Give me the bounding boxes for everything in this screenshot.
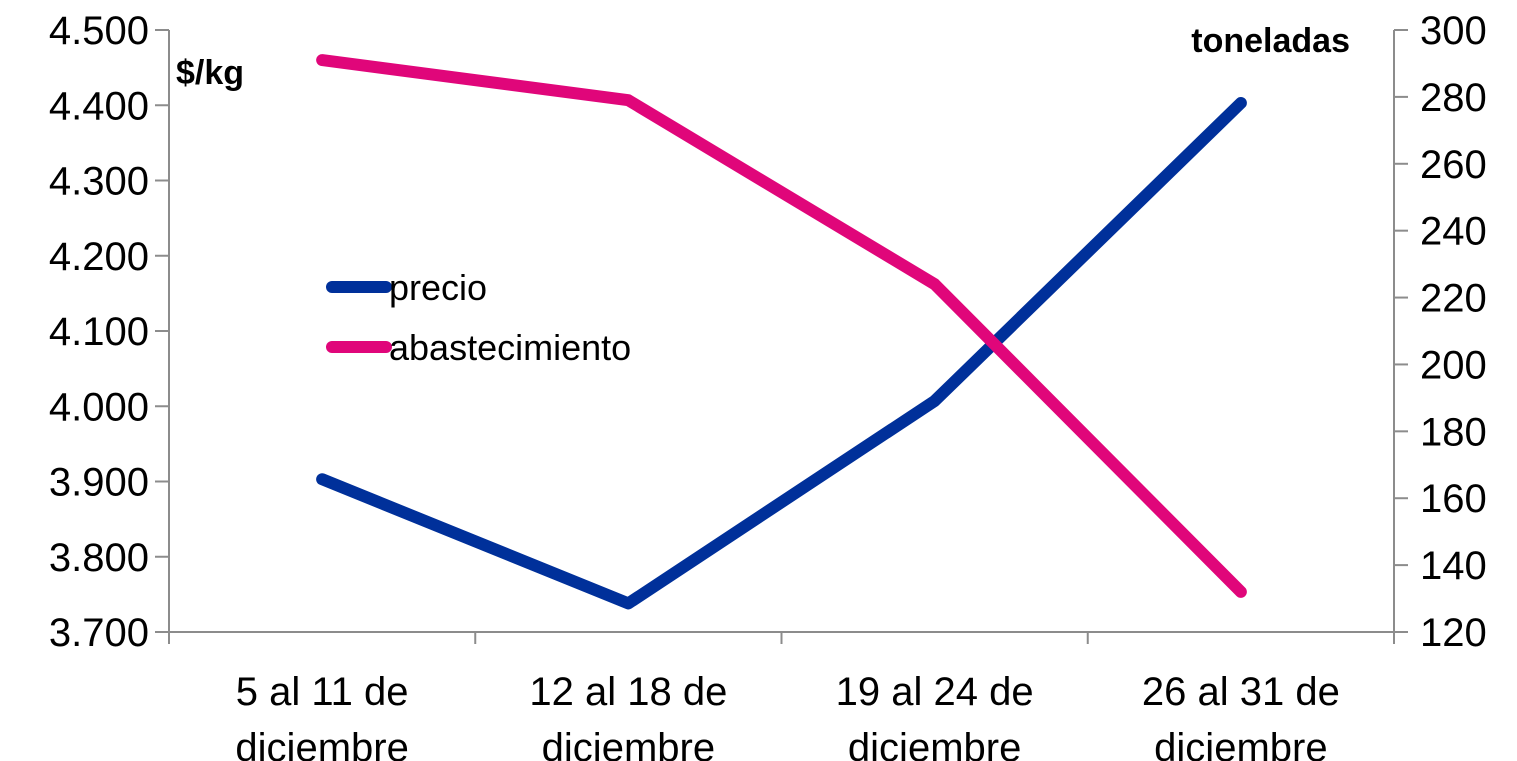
x-tick-label: diciembre <box>235 726 408 761</box>
right-tick-label: 260 <box>1420 143 1487 187</box>
x-tick-label: 26 al 31 de <box>1142 670 1340 714</box>
left-axis-title: $/kg <box>176 54 244 92</box>
series-line-precio <box>316 96 1247 610</box>
legend-label-precio: precio <box>389 267 487 308</box>
right-tick-label: 300 <box>1420 9 1487 53</box>
legend: precio abastecimiento <box>326 267 631 368</box>
right-tick-label: 180 <box>1420 410 1487 454</box>
x-tick-label: 12 al 18 de <box>529 670 727 714</box>
right-tick-label: 240 <box>1420 210 1487 254</box>
right-tick-label: 140 <box>1420 544 1487 588</box>
right-axis-title: toneladas <box>1191 22 1350 60</box>
x-tick-label: diciembre <box>542 726 715 761</box>
left-tick-label: 3.900 <box>49 461 149 505</box>
right-tick-label: 200 <box>1420 343 1487 387</box>
left-tick-label: 4.000 <box>49 385 149 429</box>
x-tick-label: 19 al 24 de <box>836 670 1034 714</box>
x-tick-label: diciembre <box>1154 726 1327 761</box>
left-tick-label: 4.500 <box>49 9 149 53</box>
legend-label-abastecimiento: abastecimiento <box>389 327 631 368</box>
axes: 3.700 3.800 3.900 4.000 4.100 4.200 4.300 4.400… <box>49 9 1487 761</box>
left-tick-label: 3.800 <box>49 536 149 580</box>
series-lines <box>316 54 1247 610</box>
x-tick-label: 5 al 11 de <box>236 670 409 714</box>
series-line-abastecimiento <box>316 54 1247 598</box>
right-tick-label: 220 <box>1420 277 1487 321</box>
left-tick-label: 4.100 <box>49 310 149 354</box>
left-tick-label: 4.300 <box>49 160 149 204</box>
left-tick-label: 3.700 <box>49 611 149 655</box>
x-tick-label: diciembre <box>848 726 1021 761</box>
left-tick-label: 4.200 <box>49 235 149 279</box>
right-tick-label: 280 <box>1420 76 1487 120</box>
right-tick-label: 160 <box>1420 477 1487 521</box>
right-tick-label: 120 <box>1420 611 1487 655</box>
left-tick-label: 4.400 <box>49 84 149 128</box>
